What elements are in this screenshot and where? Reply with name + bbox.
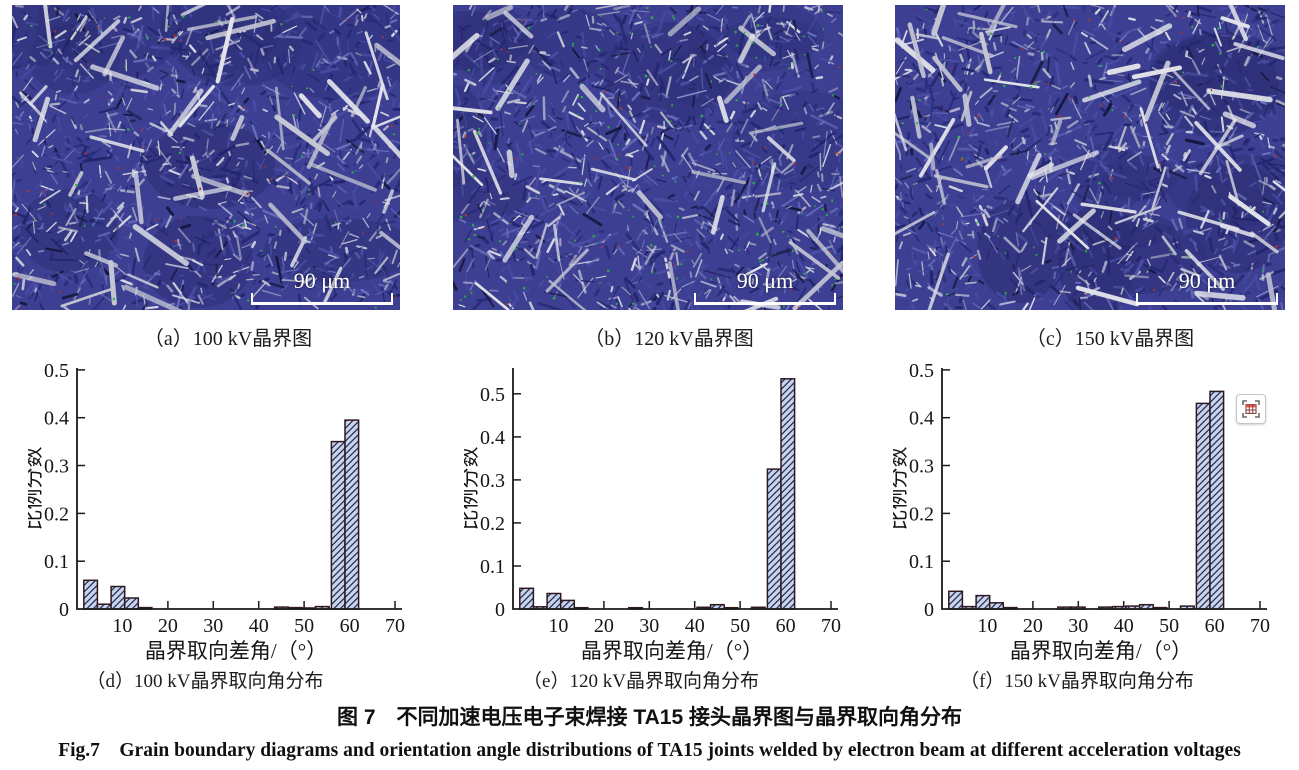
svg-text:0.1: 0.1 [44, 551, 69, 573]
micrograph-c: 90 μm [895, 5, 1285, 310]
table-capture-button[interactable] [1236, 394, 1266, 424]
svg-text:70: 70 [1250, 615, 1270, 637]
svg-text:0.3: 0.3 [909, 456, 934, 478]
svg-text:60: 60 [340, 615, 360, 637]
svg-text:晶界取向差角/（°）: 晶界取向差角/（°） [1010, 639, 1192, 662]
scale-bar: 90 μm [1136, 269, 1278, 305]
svg-text:0.2: 0.2 [480, 513, 505, 535]
scale-bar-line [694, 293, 836, 305]
svg-text:30: 30 [203, 615, 223, 637]
svg-text:0.2: 0.2 [909, 503, 934, 525]
svg-text:20: 20 [1023, 615, 1043, 637]
svg-text:20: 20 [594, 615, 614, 637]
panel-label-f: （f）150 kV晶界取向角分布 [960, 671, 1194, 692]
micrograph-b: 90 μm [453, 5, 843, 310]
svg-text:0.3: 0.3 [480, 470, 505, 492]
micrograph-b-image [453, 5, 843, 310]
panel-label-d: （d）100 kV晶界取向角分布 [86, 671, 324, 692]
chart-f-plot: 10 20 30 40 50 60 70 0 0.1 0.2 0.3 0.4 0.5 晶界取向差角/（°）… [893, 362, 1270, 662]
svg-text:比例分数: 比例分数 [28, 447, 45, 531]
svg-text:60: 60 [1205, 615, 1225, 637]
table-scan-icon [1242, 400, 1260, 418]
scale-bar-label: 90 μm [1178, 268, 1236, 293]
svg-text:0.1: 0.1 [480, 556, 505, 578]
micrograph-a: 90 μm [12, 5, 400, 310]
scale-bar-label: 90 μm [736, 268, 794, 293]
svg-text:10: 10 [977, 615, 997, 637]
svg-text:0.1: 0.1 [909, 551, 934, 573]
svg-text:10: 10 [548, 615, 568, 637]
svg-text:0.2: 0.2 [44, 503, 69, 525]
svg-text:30: 30 [1068, 615, 1088, 637]
svg-text:60: 60 [776, 615, 796, 637]
svg-text:40: 40 [249, 615, 269, 637]
panel-label-a: （a）100 kV晶界图 [143, 328, 313, 350]
svg-text:0.5: 0.5 [480, 384, 505, 406]
svg-text:比例分数: 比例分数 [893, 447, 910, 531]
svg-text:0.3: 0.3 [44, 456, 69, 478]
svg-text:0.5: 0.5 [44, 362, 69, 382]
svg-text:晶界取向差角/（°）: 晶界取向差角/（°） [145, 639, 327, 662]
panel-label-b: （b）120 kV晶界图 [584, 328, 754, 350]
svg-text:晶界取向差角/（°）: 晶界取向差角/（°） [581, 639, 763, 662]
scale-bar-line [251, 293, 393, 305]
svg-text:0.4: 0.4 [909, 408, 934, 430]
svg-text:70: 70 [385, 615, 405, 637]
svg-text:0: 0 [59, 599, 69, 621]
svg-text:0.5: 0.5 [909, 362, 934, 382]
micrograph-a-image [12, 5, 400, 310]
figure-caption-en: Fig.7 Grain boundary diagrams and orient… [58, 740, 1241, 761]
chart-d: 10 20 30 40 50 60 70 0 0.1 0.2 0.3 0.4 0.5 晶界取向差角/（°）… [28, 362, 440, 662]
svg-text:比例分数: 比例分数 [464, 447, 481, 531]
svg-text:40: 40 [1114, 615, 1134, 637]
chart-f: 10 20 30 40 50 60 70 0 0.1 0.2 0.3 0.4 0.5 晶界取向差角/（°）… [893, 362, 1299, 662]
scale-bar: 90 μm [251, 269, 393, 305]
svg-text:30: 30 [639, 615, 659, 637]
chart-d-plot: 10 20 30 40 50 60 70 0 0.1 0.2 0.3 0.4 0.5 晶界取向差角/（°）… [28, 362, 405, 662]
svg-text:70: 70 [821, 615, 841, 637]
panel-label-c: （c）150 kV晶界图 [1025, 328, 1195, 350]
svg-text:50: 50 [1159, 615, 1179, 637]
svg-text:0.4: 0.4 [480, 427, 505, 449]
chart-e-plot: 10 20 30 40 50 60 70 0 0.1 0.2 0.3 0.4 0.5 晶界取向差角/（°）… [464, 368, 841, 662]
svg-text:0: 0 [495, 599, 505, 621]
scale-bar: 90 μm [694, 269, 836, 305]
scale-bar-label: 90 μm [293, 268, 351, 293]
micrograph-c-image [895, 5, 1285, 310]
svg-text:0: 0 [924, 599, 934, 621]
svg-text:0.4: 0.4 [44, 408, 69, 430]
chart-e: 10 20 30 40 50 60 70 0 0.1 0.2 0.3 0.4 0.5 晶界取向差角/（°）… [464, 362, 876, 662]
svg-text:50: 50 [294, 615, 314, 637]
panel-label-e: （e）120 kV晶界取向角分布 [523, 671, 759, 692]
figure-caption-zh: 图 7 不同加速电压电子束焊接 TA15 接头晶界图与晶界取向角分布 [337, 706, 962, 729]
scale-bar-line [1136, 293, 1278, 305]
svg-text:20: 20 [158, 615, 178, 637]
svg-text:50: 50 [730, 615, 750, 637]
svg-text:10: 10 [112, 615, 132, 637]
svg-text:40: 40 [685, 615, 705, 637]
